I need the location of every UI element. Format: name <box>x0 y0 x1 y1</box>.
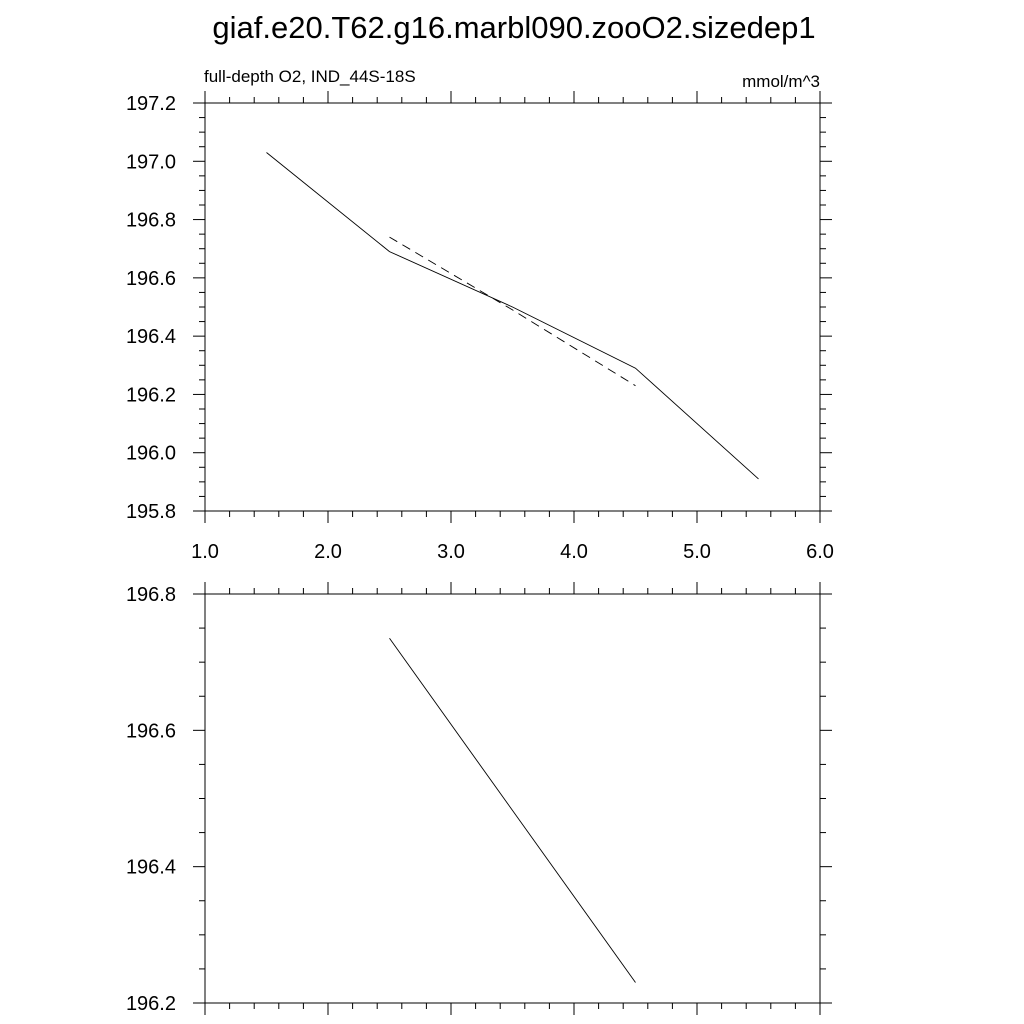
series-line-solid <box>389 638 636 983</box>
y-tick-label: 196.2 <box>126 993 176 1015</box>
x-tick-label: 1.0 <box>191 541 219 563</box>
x-tick-label: 6.0 <box>806 541 834 563</box>
y-tick-label: 196.6 <box>126 720 176 742</box>
x-tick-label: 2.0 <box>314 541 342 563</box>
y-tick-label: 196.4 <box>126 326 176 348</box>
y-tick-label: 196.6 <box>126 268 176 290</box>
top-panel-x-tick-labels: 1.0 2.0 3.0 4.0 5.0 6.0 <box>191 541 834 563</box>
top-panel-ticks <box>193 91 832 523</box>
y-tick-label: 197.0 <box>126 151 176 173</box>
top-panel-series <box>266 152 759 480</box>
y-tick-label: 195.8 <box>126 501 176 523</box>
series-line-dashed <box>389 236 636 387</box>
top-panel-left-title: full-depth O2, IND_44S-18S <box>204 67 416 86</box>
y-tick-label: 196.0 <box>126 443 176 465</box>
series-line-solid <box>266 152 759 480</box>
bottom-panel-ticks <box>193 582 832 1015</box>
top-panel-y-tick-labels: 195.8 196.0 196.2 196.4 196.6 196.8 197.0 197.2 <box>126 93 176 523</box>
y-tick-label: 196.8 <box>126 210 176 232</box>
top-panel: full-depth O2, IND_44S-18S mmol/m^3 1.0 2… <box>126 67 834 563</box>
bottom-panel-series <box>389 638 636 983</box>
y-tick-label: 197.2 <box>126 93 176 115</box>
figure-title: giaf.e20.T62.g16.marbl090.zooO2.sizedep1 <box>212 10 815 45</box>
y-tick-label: 196.8 <box>126 584 176 606</box>
x-tick-label: 4.0 <box>560 541 588 563</box>
y-tick-label: 196.2 <box>126 384 176 406</box>
bottom-panel-y-tick-labels: 196.2 196.4 196.6 196.8 <box>126 584 176 1015</box>
y-tick-label: 196.4 <box>126 857 176 879</box>
bottom-panel: 196.2 196.4 196.6 196.8 <box>126 582 832 1015</box>
x-tick-label: 3.0 <box>437 541 465 563</box>
bottom-panel-plot-frame <box>204 593 821 1004</box>
top-panel-units-label: mmol/m^3 <box>742 72 820 91</box>
x-tick-label: 5.0 <box>683 541 711 563</box>
